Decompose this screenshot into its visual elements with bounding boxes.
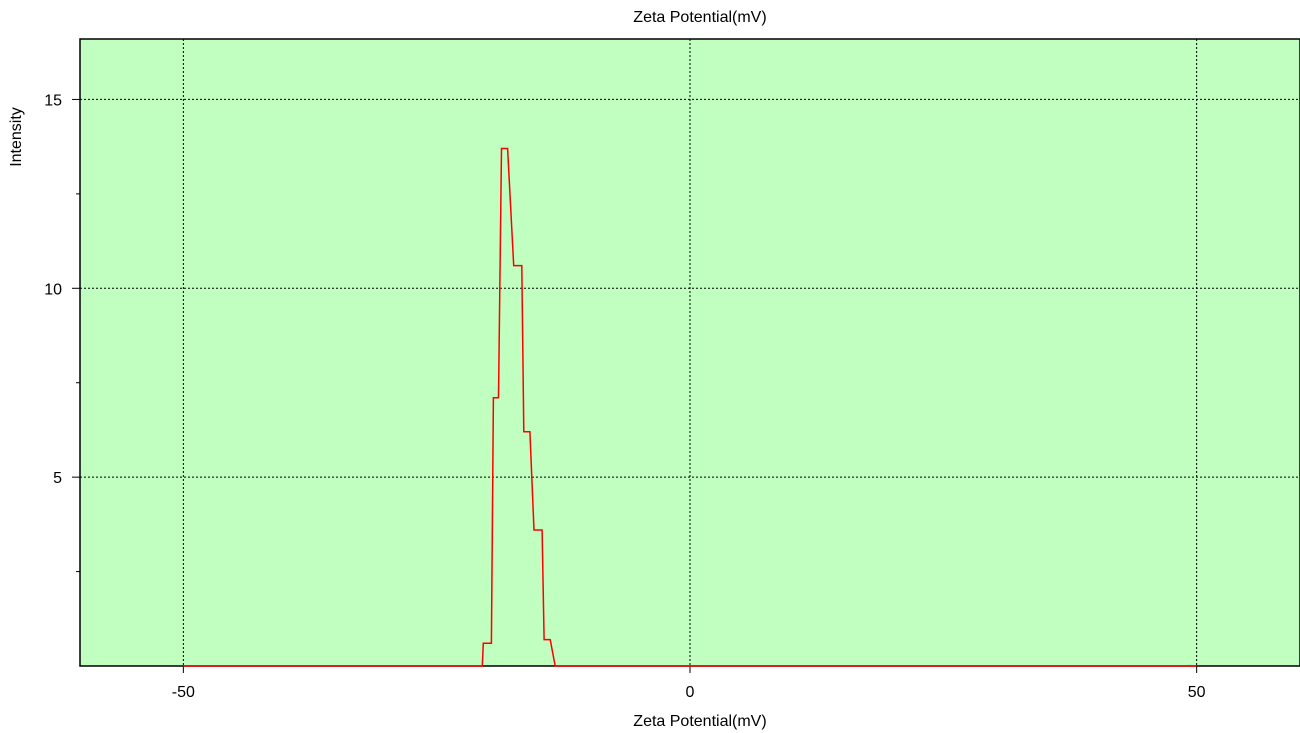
series-layer (183, 147, 1197, 667)
axis-ticks (72, 98, 1198, 673)
tick-labels: -50 0 50 5 10 15 (44, 92, 1205, 701)
y-axis-label: Intensity (8, 107, 25, 167)
chart-title: Zeta Potential(mV) (633, 9, 766, 26)
x-axis-label: Zeta Potential(mV) (633, 713, 766, 730)
series-line (183, 147, 1197, 667)
grid-lines (80, 39, 1300, 666)
y-tick-label: 10 (44, 281, 62, 298)
x-tick-label: -50 (172, 684, 195, 701)
y-tick-label: 15 (44, 92, 62, 109)
x-tick-label: 50 (1188, 684, 1206, 701)
x-tick-label: 0 (686, 684, 695, 701)
y-tick-label: 5 (53, 470, 62, 487)
